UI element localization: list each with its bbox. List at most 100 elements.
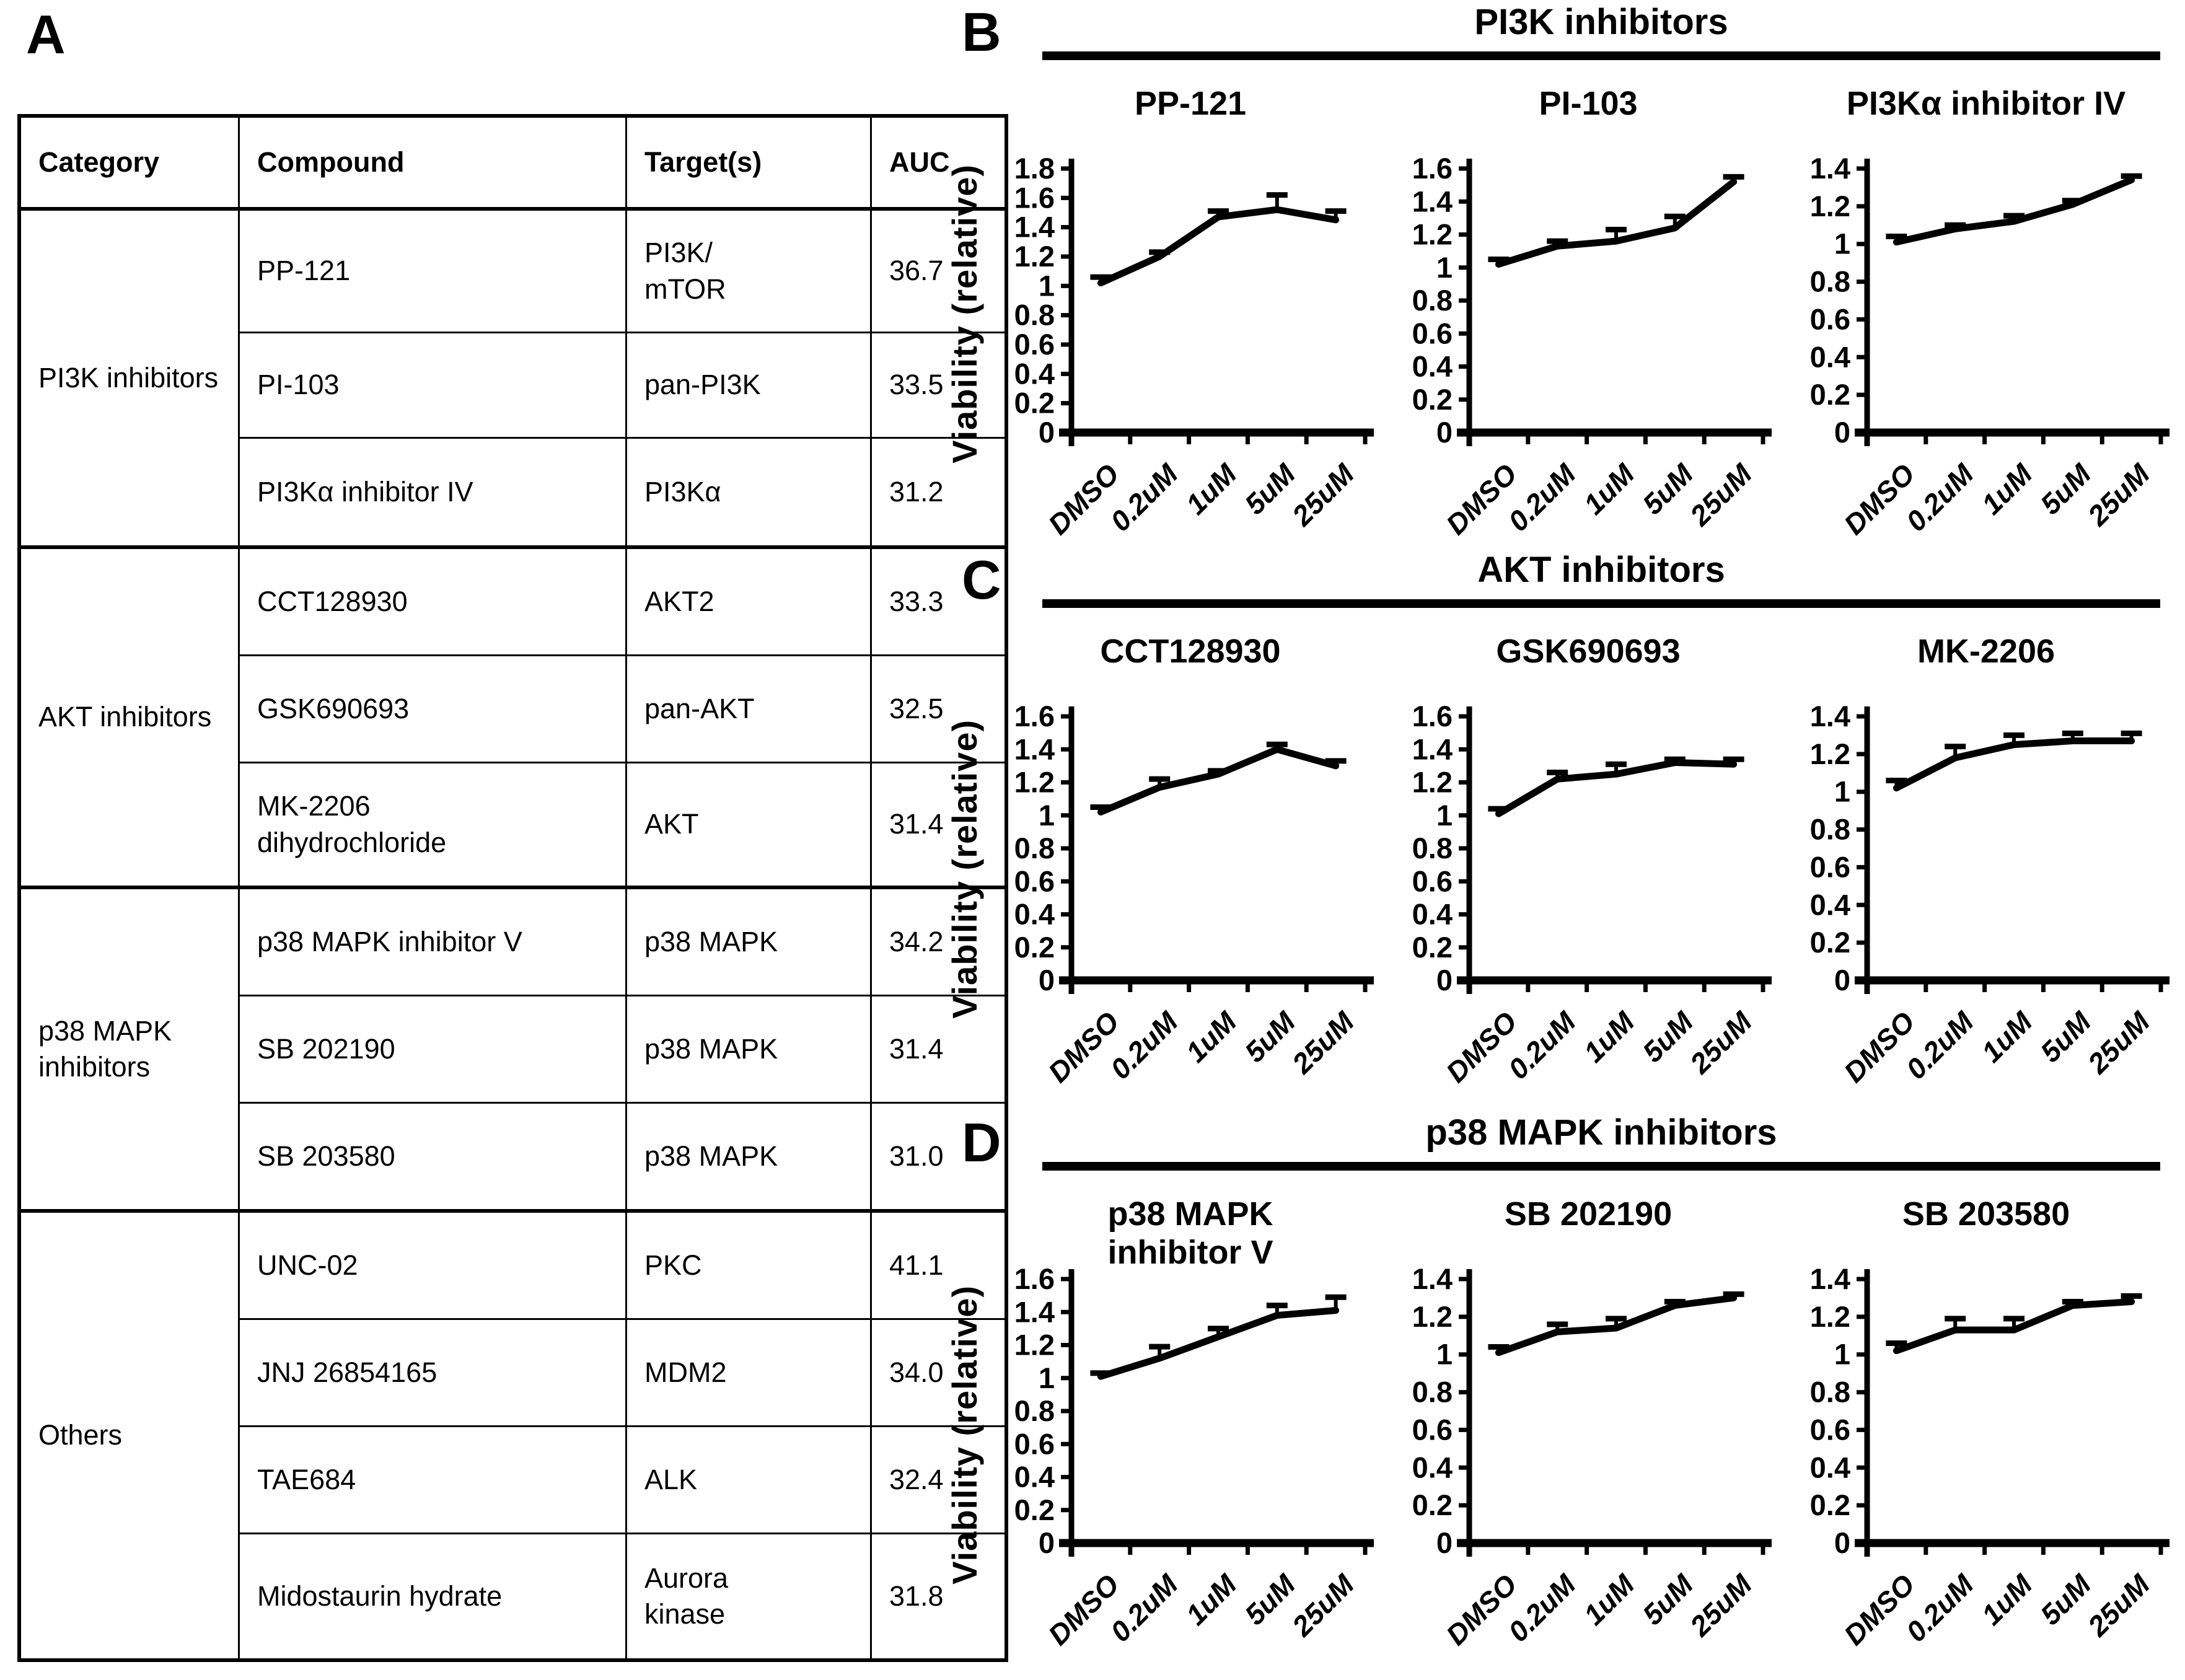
y-tick-label: 1 <box>1834 775 1850 808</box>
x-tick-label-dmso: DMSO <box>1837 457 1921 541</box>
y-tick-label: 0.6 <box>1014 1427 1055 1460</box>
panel-b: B PI3K inhibitors Viability (relative) PP-1… <box>937 0 2185 548</box>
y-tick-label: 0.8 <box>1014 1394 1055 1427</box>
y-tick-label: 0.8 <box>1810 265 1850 298</box>
y-tick-label: 0 <box>1834 416 1850 449</box>
x-tick-label-dmso: DMSO <box>1042 457 1125 541</box>
chart-svg-p38-mapk-inhibitor-v: 00.20.40.60.811.21.41.6 DMSO0.2uM1uM5uM25… <box>1014 1263 1374 1651</box>
y-axis-title-text: Viability (relative) <box>944 164 984 464</box>
chart-panels: B PI3K inhibitors Viability (relative) PP-1… <box>937 0 2185 1680</box>
y-tick-label: 1.4 <box>1014 211 1055 244</box>
y-tick-label: 0 <box>1039 416 1055 449</box>
y-tick-label: 0 <box>1436 1526 1453 1559</box>
charts-group: PP-121 0 0.2 0.4 0.6 0.8 1 1.2 1.4 1.6 1.8 DMSO 0.2u… <box>991 79 2185 548</box>
auc-cell: 36.7 <box>870 207 1008 333</box>
x-tick-label-0-2um: 0.2uM <box>1104 1567 1185 1648</box>
y-tick-label: 0.8 <box>1412 284 1453 317</box>
y-tick-label: 1.2 <box>1014 766 1055 799</box>
y-tick-label: 0.6 <box>1810 850 1850 883</box>
chart-title-sb-202190: SB 202190 <box>1504 1195 1673 1233</box>
x-tick-label-dmso: DMSO <box>1837 1568 1921 1651</box>
target-cell: PKC <box>625 1209 872 1320</box>
y-tick-labels: 00.20.40.60.811.21.41.6 <box>1412 152 1453 449</box>
compound-cell: PI3Kα inhibitor IV <box>238 437 627 548</box>
target-cell: pan-AKT <box>625 654 872 763</box>
x-tick-label-0-2um: 0.2uM <box>1502 1005 1583 1085</box>
y-tick-label: 0 <box>1039 1526 1055 1559</box>
y-tick-label: 1.6 <box>1412 152 1453 185</box>
y-tick-label: 1 <box>1039 1361 1055 1394</box>
chart-title-sb-203580: SB 203580 <box>1902 1195 2070 1233</box>
compound-cell: TAE684 <box>238 1425 627 1534</box>
x-axis <box>1059 428 1374 444</box>
auc-cell: 32.5 <box>870 654 1008 763</box>
y-tick-label: 0 <box>1436 964 1453 996</box>
chart-title-pi3k-inhibitor-iv: PI3Kα inhibitor IV <box>1846 85 2126 122</box>
x-tick-label-0-2um: 0.2uM <box>1104 1005 1185 1085</box>
chart-title-mk-2206: MK-2206 <box>1917 633 2055 670</box>
error-bars <box>1886 173 2142 242</box>
x-tick-label-0-2um: 0.2uM <box>1900 457 1981 537</box>
y-tick-label: 1.4 <box>1412 185 1453 218</box>
x-tick-label-dmso: DMSO <box>1440 1005 1523 1089</box>
panel-c-header: C AKT inhibitors <box>937 548 2185 627</box>
y-tick-labels: 0 0.2 0.4 0.6 0.8 1 1.2 1.4 <box>1412 1263 1453 1559</box>
table-row-pp-121: PI3K inhibitors PP-121 PI3K/ mTOR 36.7 <box>18 207 1008 548</box>
y-tick-label: 0.4 <box>1014 1461 1055 1493</box>
category-cell-pi3k-inhibitors: PI3K inhibitors <box>18 207 240 548</box>
y-tick-label: 1.4 <box>1810 1263 1850 1295</box>
target-cell: p38 MAPK <box>625 995 872 1104</box>
x-tick-label-1um: 1uM <box>1179 1567 1243 1631</box>
panel-title-rule <box>1042 599 2160 608</box>
chart-title-cct128930: CCT128930 <box>1100 633 1281 670</box>
x-tick-label-25um: 25uM <box>1683 457 1759 532</box>
target-cell: AKT2 <box>625 545 872 656</box>
y-tick-label: 1 <box>1039 799 1055 832</box>
panel-c-label: C <box>962 549 1001 610</box>
category-cell-akt-inhibitors: AKT inhibitors <box>18 545 240 889</box>
y-tick-label: 0.6 <box>1412 864 1453 897</box>
chart-title-gsk690693: GSK690693 <box>1496 633 1681 670</box>
compound-cell: SB 203580 <box>238 1102 627 1212</box>
auc-cell: 31.0 <box>870 1102 1008 1212</box>
panel-title-rule <box>1042 1161 2160 1171</box>
charts-row: Viability (relative) p38 MAPK inhibitor V… <box>937 1190 2185 1680</box>
y-tick-label: 1 <box>1436 1338 1453 1371</box>
table-row-pi3k-inhibitor-iv: PI3Kα inhibitor IV PI3Kα 31.2 <box>19 437 1008 548</box>
y-tick-label: 0.6 <box>1810 1413 1850 1446</box>
y-axis <box>1061 1269 1075 1557</box>
x-tick-label-1um: 1uM <box>1179 457 1243 521</box>
y-tick-labels: 00.20.40.60.811.21.41.6 <box>1014 700 1055 996</box>
y-tick-label: 1.6 <box>1014 1263 1055 1295</box>
y-tick-label: 0.2 <box>1014 931 1055 964</box>
y-axis <box>1857 1269 1870 1557</box>
chart-p38-mapk-inhibitor-v: p38 MAPK inhibitor V 0 0.2 0.4 0.6 0.8 1 1.2 1.4… <box>991 1190 1389 1680</box>
data-line-pi-103 <box>1495 178 1738 268</box>
y-axis-title: Viability (relative) <box>937 1190 991 1680</box>
data-line-cct128930 <box>1097 745 1340 816</box>
x-tick-label-0-2um: 0.2uM <box>1502 1567 1583 1648</box>
y-tick-label: 0.8 <box>1810 813 1850 846</box>
y-tick-label: 1.2 <box>1014 240 1055 273</box>
compound-table: Category Compound Target(s) AUC PI3K inhibit… <box>17 114 1008 1662</box>
compound-cell: CCT128930 <box>238 545 627 656</box>
x-axis <box>1855 1539 2170 1555</box>
compound-cell: UNC-02 <box>238 1209 627 1320</box>
chart-svg-pp-121: 00.20.40.60.811.21.41.61.8 DMSO0.2uM1uM5u… <box>1014 152 1374 541</box>
category-cell-others: Others <box>18 1209 240 1661</box>
table-row-mk-2206-dihydrochloride: MK-2206 dihydrochloride AKT 31.4 <box>19 762 1008 889</box>
x-tick-label-dmso: DMSO <box>1837 1005 1921 1089</box>
panel-title-wrap: AKT inhibitors <box>1042 548 2160 608</box>
y-axis <box>1061 159 1075 446</box>
table-row-cct128930: AKT inhibitors CCT128930 AKT2 33.3 <box>18 545 1008 889</box>
target-cell: Aurora kinase <box>625 1533 872 1661</box>
error-bars <box>1488 756 1744 814</box>
